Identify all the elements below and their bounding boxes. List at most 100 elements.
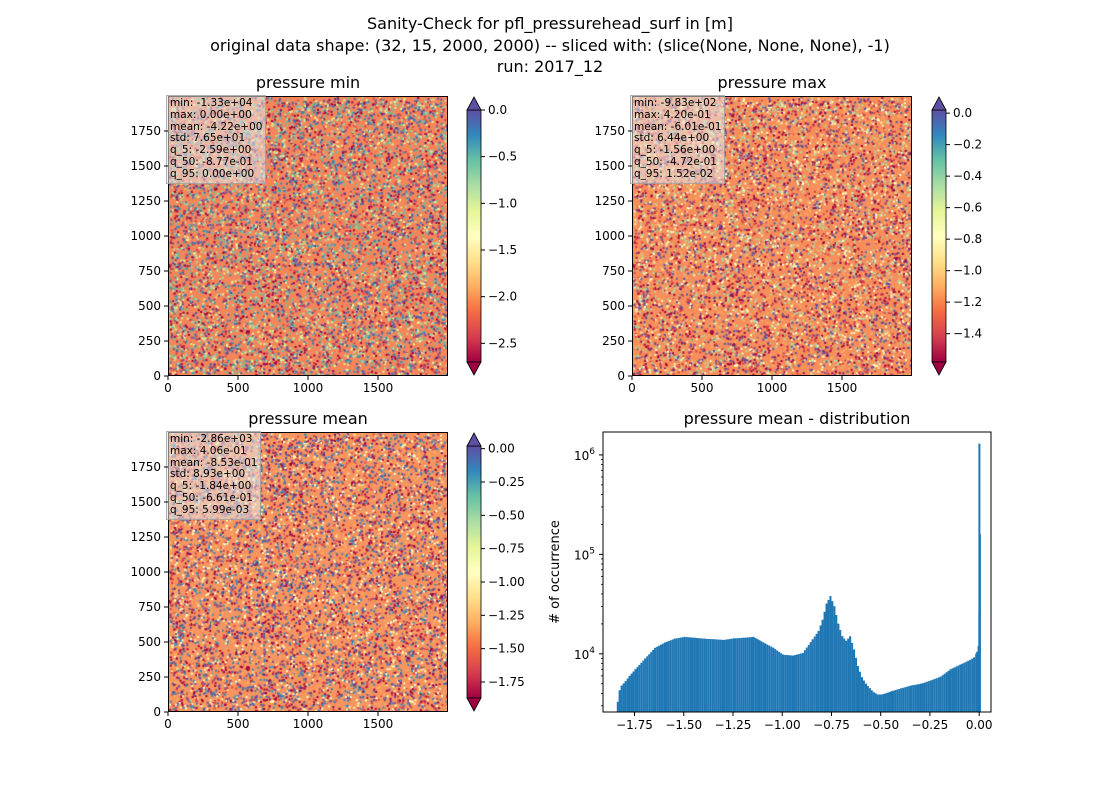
histogram-bar (742, 637, 745, 712)
histogram-bar (752, 636, 755, 712)
histogram-bar (642, 660, 645, 712)
histogram-bar (955, 666, 958, 712)
histogram-bar (927, 681, 930, 712)
histogram-bar (795, 654, 798, 712)
colorbar-tick-label: 0.00 (488, 442, 515, 456)
y-tick-label: 106 (574, 447, 595, 463)
histogram-bar (620, 685, 623, 712)
histogram-bar (861, 677, 863, 712)
y-axis-label: # of occurrence (548, 520, 563, 624)
histogram-bar (937, 677, 940, 712)
colorbar-tick-label: −0.75 (488, 542, 525, 556)
histogram-bar (748, 637, 751, 712)
x-tick-label: −0.25 (912, 718, 949, 732)
histogram-bar (644, 658, 647, 712)
colorbar-tick-label: −1.2 (953, 295, 982, 309)
histogram-bar (803, 650, 806, 712)
stat-q50: q_50: -4.72e-01 (634, 155, 717, 168)
x-tick-label: 0 (164, 717, 172, 731)
histogram-bar (967, 660, 970, 712)
histogram-bar (754, 637, 757, 712)
colorbar-tick-label: 0.0 (488, 103, 507, 117)
histogram-bar (624, 681, 627, 712)
histogram-bar (874, 693, 877, 712)
histogram-bar (839, 630, 842, 712)
x-tick-label: −1.50 (665, 718, 702, 732)
histogram-bar (699, 638, 702, 712)
y-tick-label: 250 (138, 334, 161, 348)
histogram-bar (908, 686, 911, 712)
figure-title-line-1: Sanity-Check for pfl_pressurehead_surf i… (367, 14, 733, 33)
histogram-bar (953, 667, 956, 712)
histogram-bar (661, 643, 664, 712)
colorbar-extend-top (931, 96, 947, 111)
y-tick-label: 1250 (130, 194, 161, 208)
colorbar-tick-label: −1.00 (488, 575, 525, 589)
histogram-bar (935, 678, 938, 712)
histogram-bar (648, 654, 651, 712)
x-tick-label: 0 (628, 381, 636, 395)
histogram-bar (906, 686, 909, 712)
figure-title-line-2: original data shape: (32, 15, 2000, 2000… (210, 36, 890, 55)
stat-std: std: 7.65e+01 (170, 132, 246, 145)
histogram-bar (730, 638, 733, 712)
histogram-bar (669, 640, 672, 712)
colorbar-tick-label: −0.50 (488, 508, 525, 522)
stat-q5: q_5: -2.59e+00 (170, 144, 252, 157)
histogram-bar (945, 672, 948, 712)
y-tick-label: 0 (153, 705, 161, 719)
histogram-bar (975, 653, 978, 712)
colorbar-tick-label: −2.5 (488, 336, 517, 350)
histogram-bar (894, 690, 897, 712)
histogram-axes: −1.75 −1.50 −1.25 −1.00 −0.75 −0.50 −0.25 0.00 1… (548, 431, 993, 732)
histogram-bar (918, 684, 920, 712)
histogram-bar (622, 683, 625, 712)
histogram-bar (750, 637, 753, 712)
colorbar-extend-top (466, 432, 482, 447)
histogram-bar (675, 638, 678, 712)
histogram-bar (851, 642, 854, 712)
histogram-bar (626, 678, 629, 712)
y-tick-label: 1750 (594, 124, 625, 138)
y-tick-label: 250 (138, 670, 161, 684)
histogram-bar (689, 637, 692, 712)
histogram-bar (805, 647, 808, 712)
histogram-bar (738, 638, 741, 712)
colorbar-tick-label: −1.75 (488, 675, 525, 689)
axes-pressure-max: 0 500 1000 1500 0 250 500 750 1000 1250 1500 1750 0.… (594, 96, 982, 395)
histogram-bar (764, 643, 767, 712)
histogram-bar (660, 644, 662, 712)
histogram-bar (799, 653, 802, 712)
x-tick-label: 0 (164, 381, 172, 395)
stat-min: min: -1.33e+04 (170, 97, 253, 109)
histogram-bar (715, 639, 718, 712)
histogram-bar (768, 645, 771, 712)
histogram-bar (782, 654, 785, 712)
y-tick-label: 105 (574, 546, 595, 562)
histogram-bar (969, 659, 972, 712)
histogram-bar (841, 636, 844, 712)
histogram-bar (973, 657, 976, 712)
colorbar-tick-label: −1.50 (488, 642, 525, 656)
histogram-bar (870, 690, 873, 712)
histogram-bar (721, 639, 723, 712)
stat-min: min: -2.86e+03 (170, 433, 253, 445)
histogram-bar (640, 662, 643, 712)
histogram-bar (734, 638, 737, 712)
histogram-bar (780, 653, 783, 712)
colorbar-tick-label: −2.0 (488, 290, 517, 304)
axes-pressure-mean: 0 500 1000 1500 0 250 500 750 1000 1250 1500 1750 0.… (130, 432, 525, 731)
histogram-bar (813, 636, 816, 712)
x-tick-label: 1500 (827, 381, 858, 395)
colorbar-tick-label: −1.0 (488, 196, 517, 210)
histogram-bar (801, 652, 804, 712)
x-tick-label: 1000 (293, 381, 324, 395)
histogram-bar (965, 661, 968, 712)
histogram-bar (949, 669, 952, 712)
histogram-bar (650, 652, 653, 712)
histogram-bar (727, 639, 729, 712)
histogram-bar (616, 701, 619, 712)
histogram-bar (857, 666, 860, 712)
histogram-bar (697, 638, 700, 712)
histogram-bar (943, 673, 946, 712)
